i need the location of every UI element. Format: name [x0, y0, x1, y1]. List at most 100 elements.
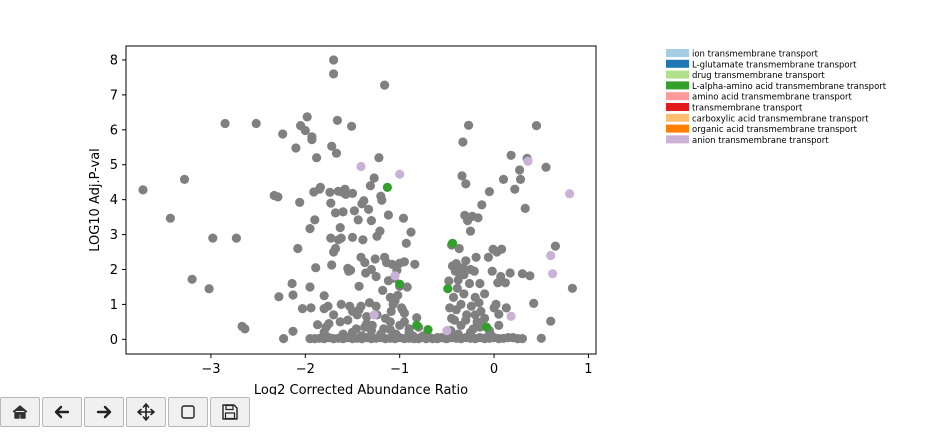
data-point: [356, 301, 366, 311]
data-point: [378, 285, 388, 295]
data-point: [383, 210, 393, 220]
highlight-point: [423, 325, 433, 335]
highlight-point: [382, 182, 392, 192]
data-point: [220, 118, 230, 129]
x-tick-label: 1: [584, 362, 592, 377]
data-point: [386, 306, 396, 316]
data-point: [362, 312, 372, 322]
data-point: [395, 320, 405, 330]
x-axis: −3 −2 −1 0 1: [201, 354, 593, 377]
volcano-plot-figure: −3 −2 −1 0 1 0 1 2 3 4 5 6 7 8 Log2 Corrected Abunda…: [88, 45, 887, 395]
data-point: [354, 281, 364, 291]
y-tick-label: 8: [110, 53, 118, 68]
data-point: [448, 292, 459, 302]
legend-label: organic acid transmembrane transport: [692, 125, 858, 135]
data-point: [414, 334, 424, 344]
highlight-point: [356, 161, 366, 172]
pan-icon: [137, 403, 155, 421]
highlight-point: [395, 279, 405, 289]
data-point: [470, 310, 480, 320]
forward-button[interactable]: [84, 397, 124, 427]
home-button[interactable]: [0, 397, 40, 427]
data-point: [475, 278, 485, 289]
data-point: [459, 289, 469, 299]
data-point: [475, 322, 485, 332]
data-point: [347, 188, 358, 198]
data-point: [329, 55, 339, 65]
data-point: [325, 187, 335, 197]
data-point: [406, 227, 416, 237]
data-point: [291, 143, 301, 153]
highlight-point: [443, 284, 453, 294]
data-point: [310, 215, 320, 225]
legend-swatch: [666, 49, 689, 57]
data-point: [326, 233, 336, 243]
data-point: [336, 299, 346, 309]
back-arrow-icon: [54, 405, 70, 419]
pan-button[interactable]: [126, 397, 166, 427]
data-point: [404, 327, 414, 337]
back-button[interactable]: [42, 397, 82, 427]
data-point: [302, 112, 312, 122]
data-point: [465, 327, 476, 337]
data-point: [364, 204, 374, 214]
y-axis: 0 1 2 3 4 5 6 7 8: [110, 53, 126, 348]
data-point: [390, 296, 400, 306]
data-point: [541, 162, 551, 172]
data-point: [546, 316, 556, 326]
zoom-rect-button[interactable]: [168, 397, 208, 427]
data-point: [288, 290, 298, 300]
data-point: [138, 185, 148, 195]
data-point: [459, 270, 469, 280]
x-axis-label: Log2 Corrected Abundance Ratio: [254, 383, 468, 395]
legend-label: drug transmembrane transport: [692, 71, 825, 81]
data-point: [473, 213, 483, 223]
data-point: [525, 271, 535, 281]
highlight-point: [447, 238, 458, 248]
save-button[interactable]: [210, 397, 250, 427]
data-point: [362, 319, 372, 329]
data-point: [346, 265, 356, 275]
legend-swatch: [666, 113, 689, 122]
y-tick-label: 5: [110, 158, 118, 173]
data-point: [457, 171, 467, 181]
data-point: [330, 208, 341, 218]
data-point: [458, 137, 468, 147]
data-point: [412, 313, 422, 323]
save-icon: [222, 404, 238, 420]
data-point: [358, 235, 368, 245]
data-point: [496, 271, 506, 282]
x-tick-label: 0: [490, 362, 498, 377]
data-point: [461, 256, 471, 266]
points-layer: [138, 55, 578, 344]
data-point: [399, 257, 409, 267]
y-axis-label: LOG10 Adj.P-val: [88, 148, 103, 252]
data-point: [349, 206, 359, 216]
y-tick-label: 7: [110, 88, 118, 103]
highlight-point: [442, 326, 452, 336]
data-point: [494, 320, 504, 330]
highlight-point: [412, 320, 422, 330]
plot-area[interactable]: [125, 45, 597, 355]
data-point: [312, 153, 322, 163]
legend-label: anion transmembrane transport: [692, 136, 829, 146]
highlight-point: [390, 271, 400, 281]
data-point: [332, 115, 342, 125]
data-point: [529, 298, 539, 308]
data-point: [329, 69, 339, 79]
forward-arrow-icon: [96, 405, 112, 419]
y-tick-label: 1: [110, 298, 118, 313]
data-point: [432, 333, 442, 343]
data-point: [487, 266, 497, 276]
legend-swatch: [666, 92, 689, 101]
data-point: [338, 207, 348, 217]
data-point: [353, 215, 363, 225]
data-point: [520, 203, 530, 213]
data-point: [398, 213, 409, 223]
data-point: [375, 226, 385, 236]
data-point: [347, 327, 358, 337]
data-point: [343, 315, 353, 325]
data-point: [458, 263, 468, 273]
legend-swatch: [666, 81, 689, 90]
